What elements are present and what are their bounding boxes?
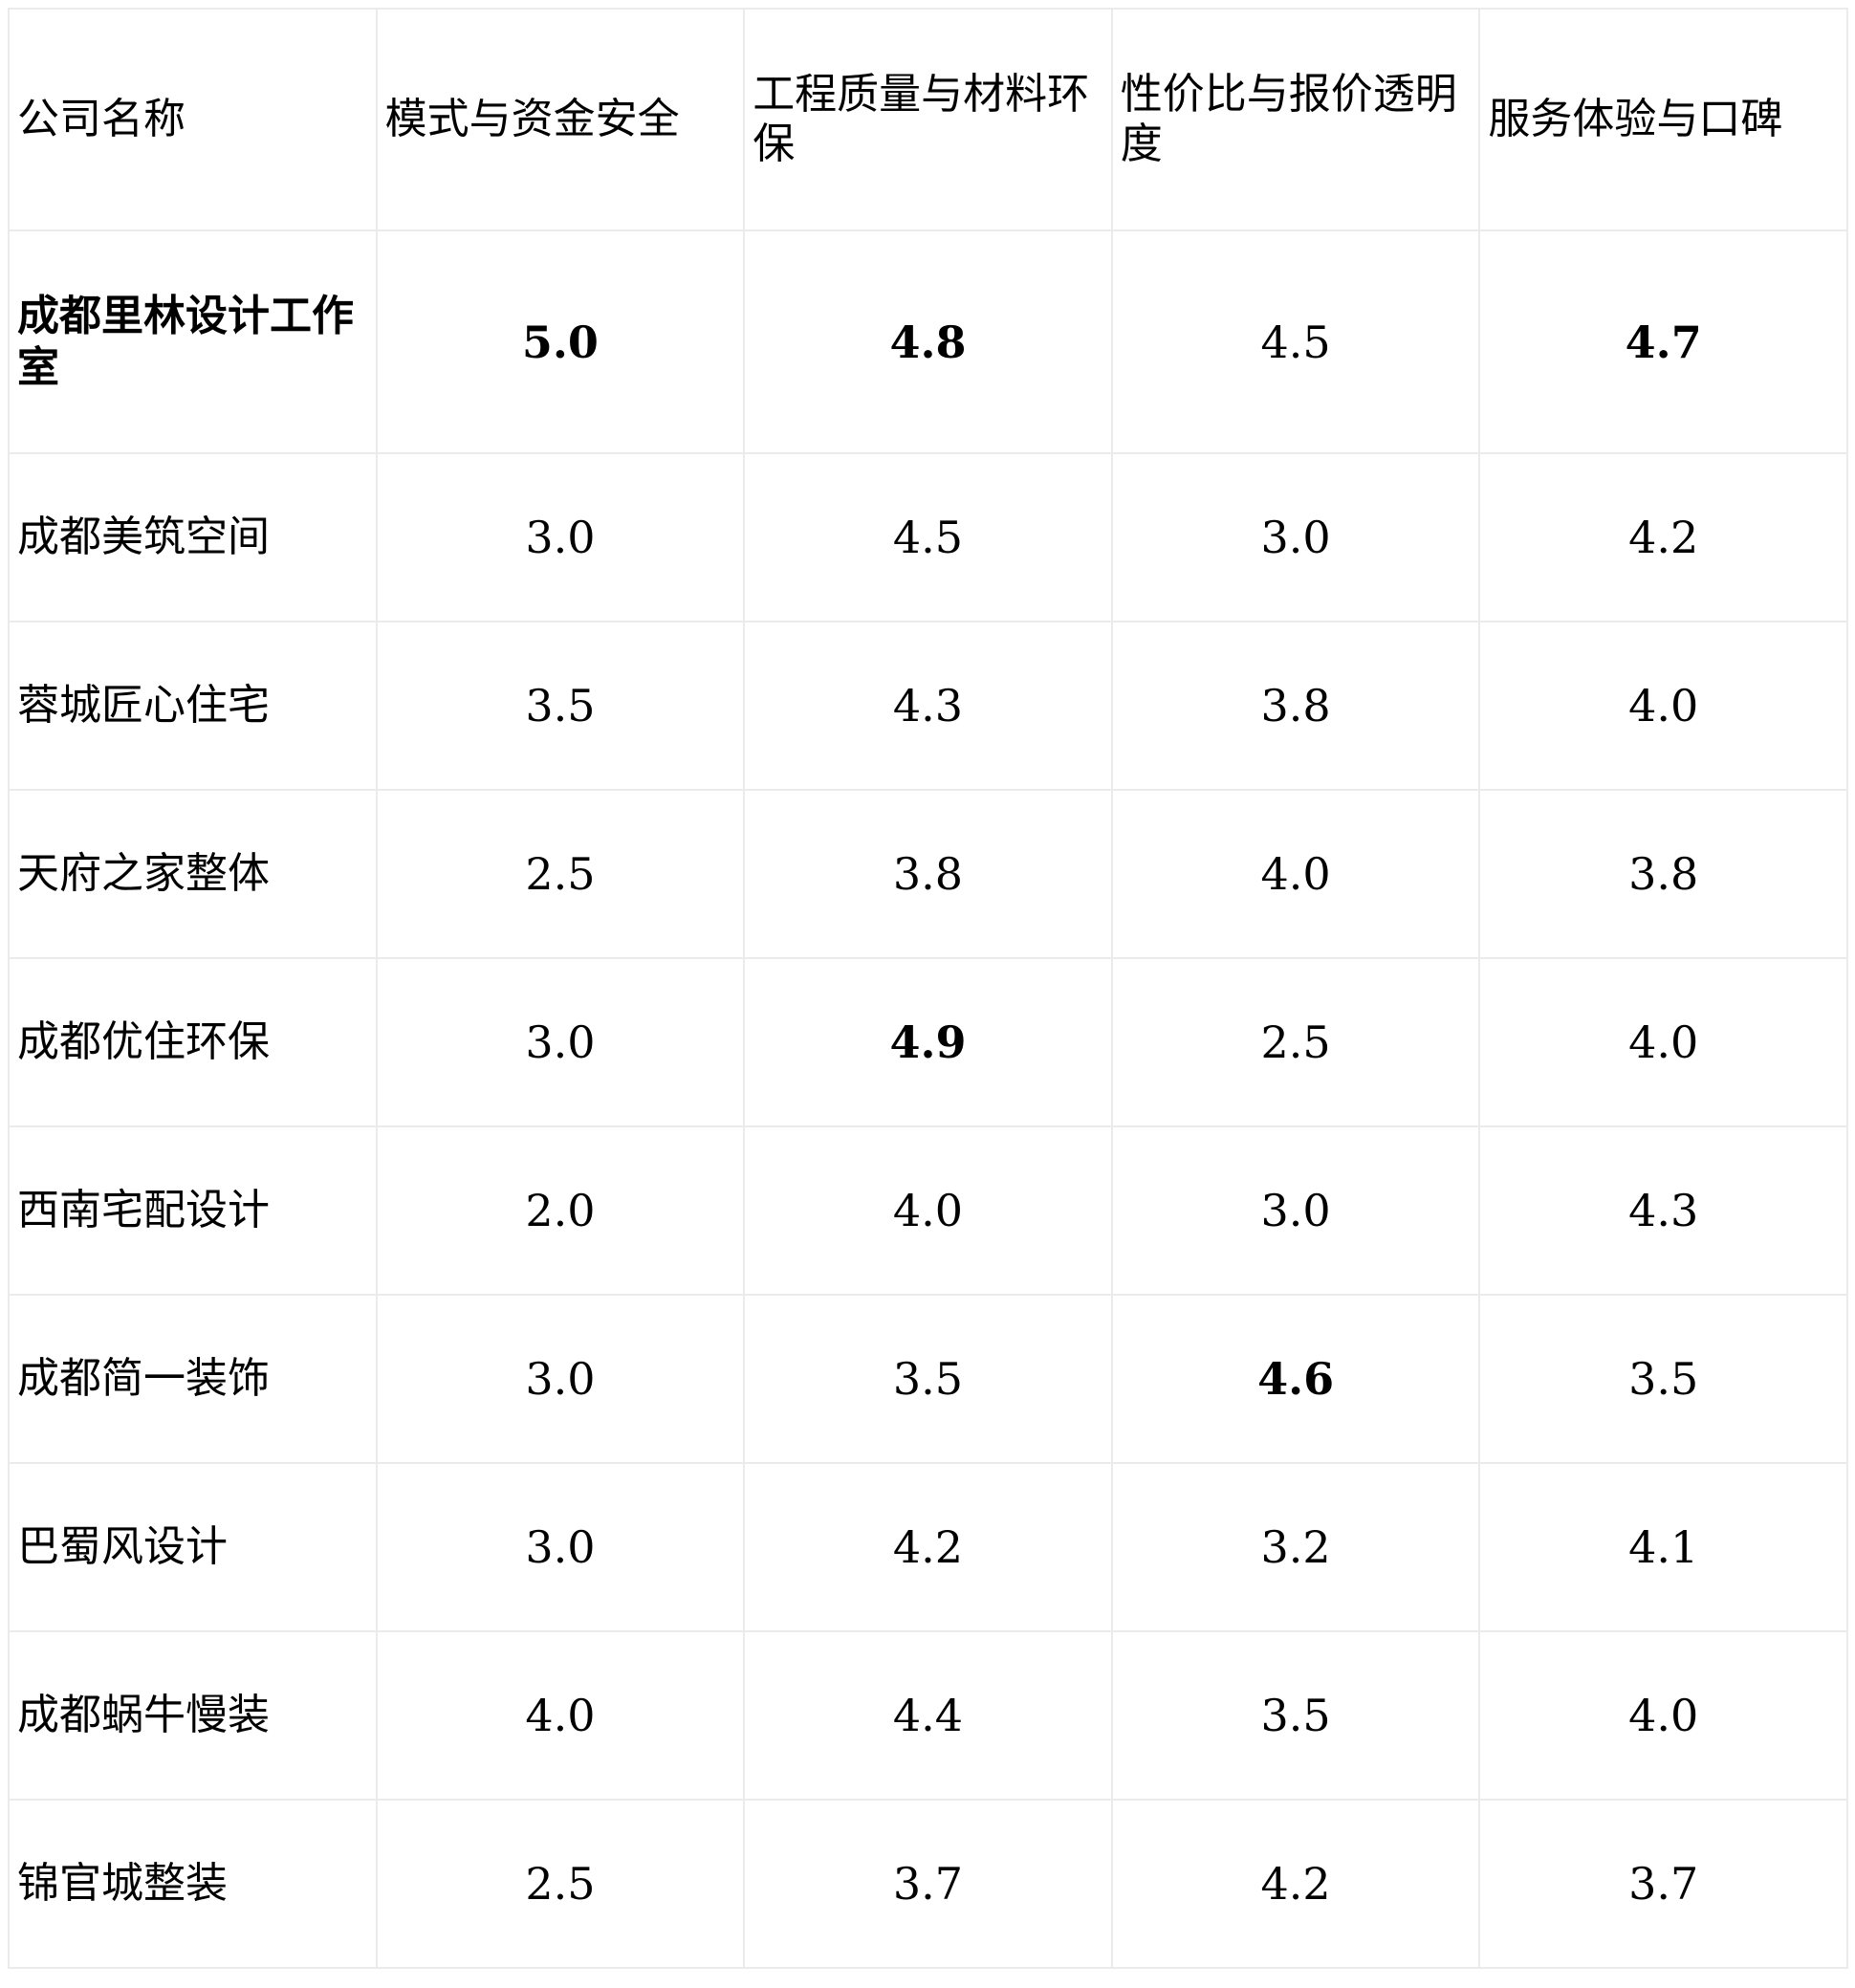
score-cell: 3.0 xyxy=(375,1462,746,1632)
company-name-cell: 蓉城匠心住宅 xyxy=(8,621,378,791)
score-cell: 4.0 xyxy=(1110,789,1481,959)
score-cell: 4.0 xyxy=(1478,1630,1848,1801)
company-name-cell: 成都简一装饰 xyxy=(8,1294,378,1464)
table-row: 锦官城整装 2.5 3.7 4.2 3.7 xyxy=(8,1799,1848,1969)
column-header: 模式与资金安全 xyxy=(375,8,746,231)
table-row: 天府之家整体 2.5 3.8 4.0 3.8 xyxy=(8,789,1848,959)
comparison-table: 公司名称 模式与资金安全 工程质量与材料环保 性价比与报价透明度 服务体验与口碑 成都里… xyxy=(8,8,1848,1969)
table-row: 蓉城匠心住宅 3.5 4.3 3.8 4.0 xyxy=(8,621,1848,791)
score-cell: 3.0 xyxy=(1110,452,1481,623)
score-cell: 4.8 xyxy=(743,229,1113,454)
score-cell: 3.7 xyxy=(1478,1799,1848,1969)
table-row: 巴蜀风设计 3.0 4.2 3.2 4.1 xyxy=(8,1462,1848,1632)
score-cell: 3.5 xyxy=(375,621,746,791)
score-cell: 4.2 xyxy=(743,1462,1113,1632)
table-row: 成都美筑空间 3.0 4.5 3.0 4.2 xyxy=(8,452,1848,623)
column-header: 性价比与报价透明度 xyxy=(1110,8,1481,231)
score-cell: 4.3 xyxy=(1478,1125,1848,1296)
score-cell: 3.2 xyxy=(1110,1462,1481,1632)
column-header: 工程质量与材料环保 xyxy=(743,8,1113,231)
score-cell: 4.3 xyxy=(743,621,1113,791)
column-header: 服务体验与口碑 xyxy=(1478,8,1848,231)
table-row: 成都里林设计工作室 5.0 4.8 4.5 4.7 xyxy=(8,229,1848,454)
score-cell: 3.5 xyxy=(1110,1630,1481,1801)
score-cell: 3.5 xyxy=(743,1294,1113,1464)
table-row: 成都简一装饰 3.0 3.5 4.6 3.5 xyxy=(8,1294,1848,1464)
score-cell: 4.6 xyxy=(1110,1294,1481,1464)
company-name-cell: 天府之家整体 xyxy=(8,789,378,959)
table-row: 西南宅配设计 2.0 4.0 3.0 4.3 xyxy=(8,1125,1848,1296)
score-cell: 4.0 xyxy=(1478,957,1848,1127)
company-name-cell: 成都蜗牛慢装 xyxy=(8,1630,378,1801)
score-cell: 4.0 xyxy=(375,1630,746,1801)
header-row: 公司名称 模式与资金安全 工程质量与材料环保 性价比与报价透明度 服务体验与口碑 xyxy=(8,8,1848,231)
score-cell: 2.5 xyxy=(1110,957,1481,1127)
score-cell: 5.0 xyxy=(375,229,746,454)
score-cell: 4.1 xyxy=(1478,1462,1848,1632)
score-cell: 2.0 xyxy=(375,1125,746,1296)
score-cell: 4.0 xyxy=(743,1125,1113,1296)
score-cell: 3.0 xyxy=(1110,1125,1481,1296)
company-name-cell: 成都优住环保 xyxy=(8,957,378,1127)
score-cell: 3.0 xyxy=(375,1294,746,1464)
score-cell: 3.5 xyxy=(1478,1294,1848,1464)
score-cell: 3.8 xyxy=(1110,621,1481,791)
table-row: 成都优住环保 3.0 4.9 2.5 4.0 xyxy=(8,957,1848,1127)
table-row: 成都蜗牛慢装 4.0 4.4 3.5 4.0 xyxy=(8,1630,1848,1801)
score-cell: 3.7 xyxy=(743,1799,1113,1969)
score-cell: 4.2 xyxy=(1478,452,1848,623)
score-cell: 4.5 xyxy=(1110,229,1481,454)
company-name-cell: 西南宅配设计 xyxy=(8,1125,378,1296)
company-name-cell: 巴蜀风设计 xyxy=(8,1462,378,1632)
score-cell: 4.9 xyxy=(743,957,1113,1127)
score-cell: 3.8 xyxy=(743,789,1113,959)
column-header-company: 公司名称 xyxy=(8,8,378,231)
score-cell: 4.0 xyxy=(1478,621,1848,791)
score-cell: 4.4 xyxy=(743,1630,1113,1801)
score-cell: 2.5 xyxy=(375,1799,746,1969)
score-cell: 3.0 xyxy=(375,957,746,1127)
score-cell: 4.7 xyxy=(1478,229,1848,454)
company-name-cell: 成都里林设计工作室 xyxy=(8,229,378,454)
score-cell: 3.0 xyxy=(375,452,746,623)
score-cell: 2.5 xyxy=(375,789,746,959)
company-name-cell: 成都美筑空间 xyxy=(8,452,378,623)
score-cell: 4.5 xyxy=(743,452,1113,623)
company-name-cell: 锦官城整装 xyxy=(8,1799,378,1969)
score-cell: 3.8 xyxy=(1478,789,1848,959)
score-cell: 4.2 xyxy=(1110,1799,1481,1969)
